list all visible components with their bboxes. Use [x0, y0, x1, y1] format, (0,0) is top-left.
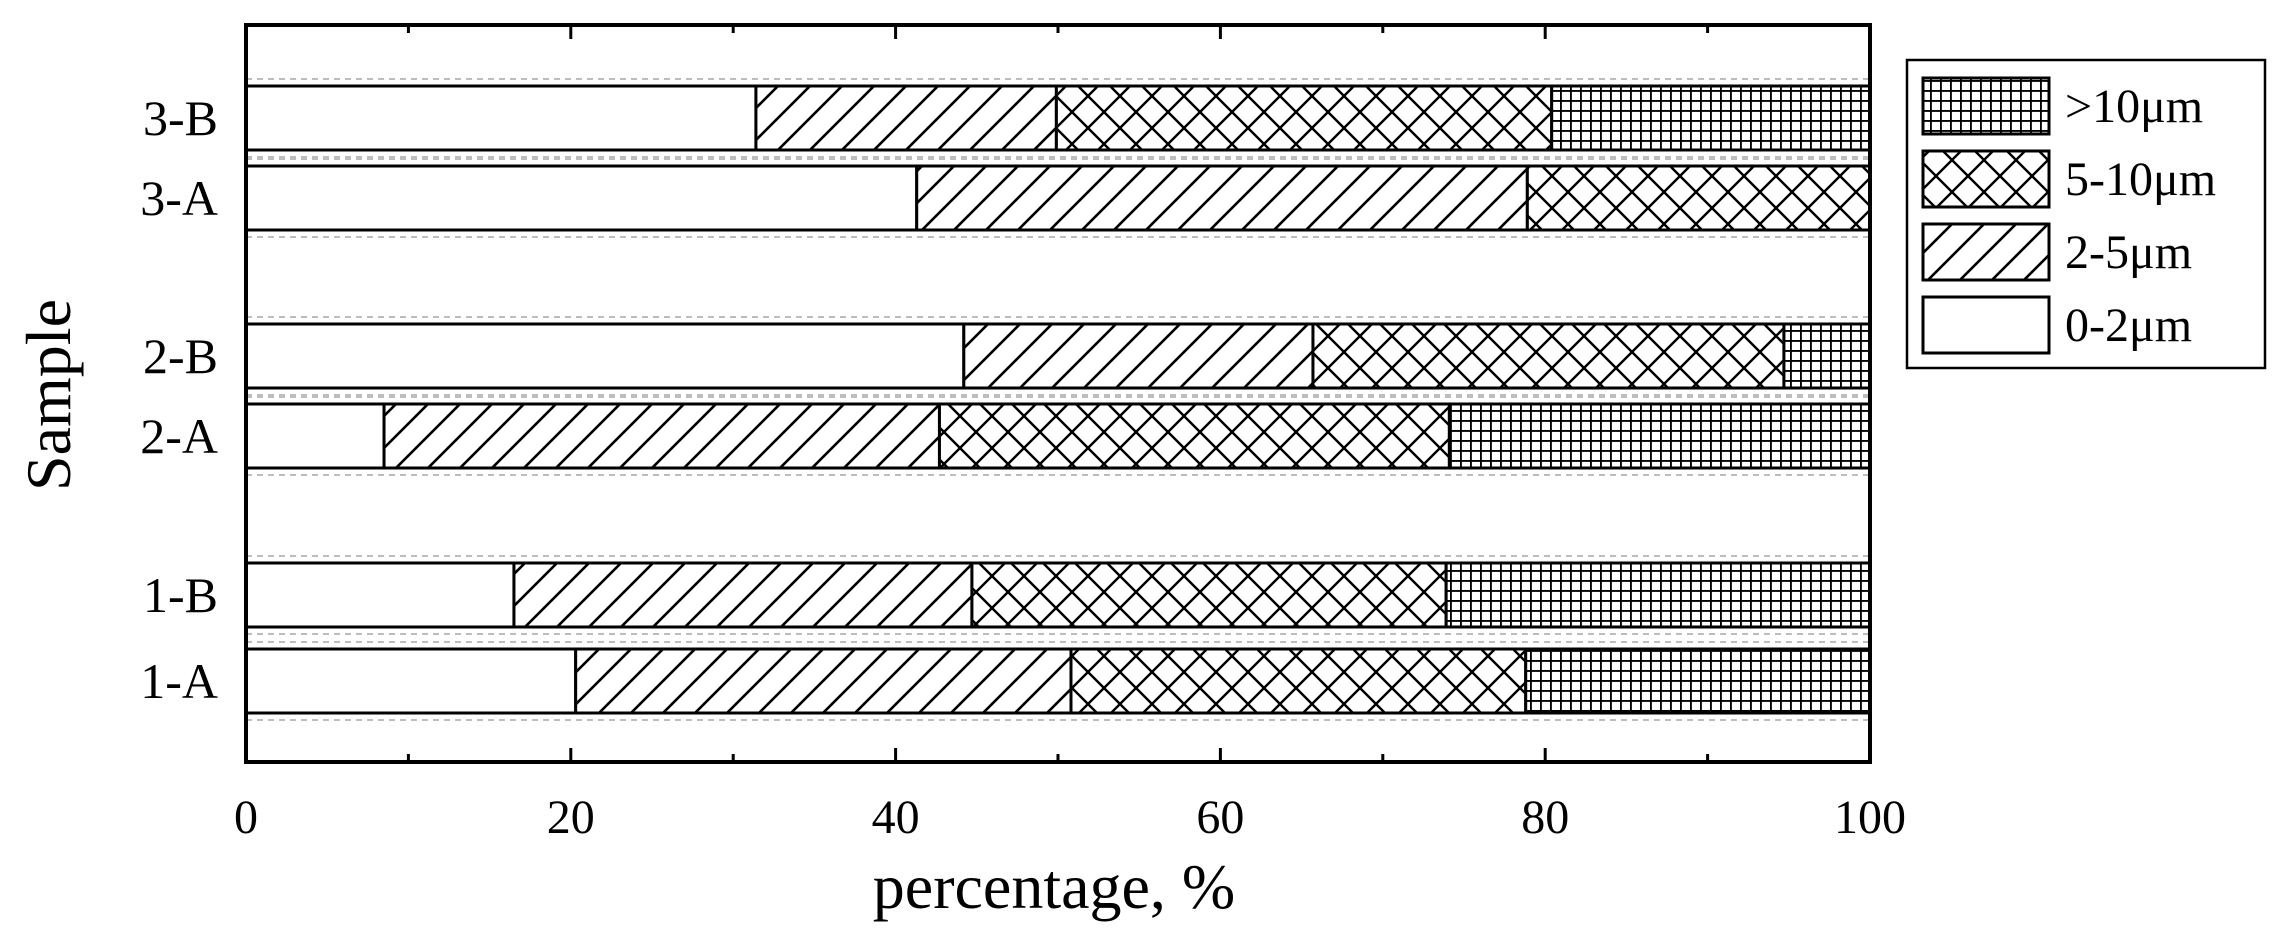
legend-swatch-cross-hatch — [1921, 149, 2051, 209]
bar-segment-1-A-cross-hatch — [1069, 647, 1528, 715]
y-tick-label: 3-A — [140, 170, 218, 226]
legend-label: 5-10μm — [2065, 153, 2216, 206]
bar-segment-2-A-empty — [244, 402, 386, 470]
bar-segment-1-A-diagonal-hatch — [574, 647, 1073, 715]
bar-segment-2-A-cross-hatch — [937, 402, 1451, 470]
y-tick-label: 3-B — [143, 90, 218, 146]
legend-label: 2-5μm — [2065, 226, 2192, 279]
y-tick-label: 2-B — [143, 328, 218, 384]
bar-segment-3-A-diagonal-hatch — [915, 164, 1529, 232]
axes-layer — [244, 23, 1872, 764]
bar-segment-3-B-empty — [244, 84, 758, 152]
x-tick-label: 80 — [1521, 791, 1569, 844]
bar-segment-2-A-grid — [1447, 402, 1872, 470]
x-tick-label: 40 — [872, 791, 920, 844]
y-tick-label: 1-B — [143, 567, 218, 623]
y-axis-title: Sample — [13, 299, 84, 491]
bar-segment-2-B-empty — [244, 322, 966, 390]
bar-segment-1-B-diagonal-hatch — [512, 561, 974, 629]
bar-segment-3-A-cross-hatch — [1525, 164, 1872, 232]
bar-segment-2-B-cross-hatch — [1311, 322, 1786, 390]
y-tick-label: 2-A — [140, 408, 218, 464]
bar-segment-1-B-grid — [1444, 561, 1872, 629]
legend-label: 0-2μm — [2065, 299, 2192, 352]
bars-layer — [244, 78, 1872, 721]
legend-swatch-empty — [1921, 295, 2051, 355]
x-tick-label: 0 — [234, 791, 258, 844]
bar-segment-2-A-diagonal-hatch — [382, 402, 941, 470]
bar-segment-3-B-cross-hatch — [1054, 84, 1554, 152]
x-axis-title: percentage, % — [873, 851, 1235, 922]
bar-segment-3-B-diagonal-hatch — [754, 84, 1058, 152]
bar-segment-1-B-empty — [244, 561, 516, 629]
legend: >10μm 5-10μm 2-5μm 0-2μm — [1905, 58, 2267, 370]
legend-swatch-grid — [1921, 76, 2051, 136]
x-tick-label: 100 — [1834, 791, 1906, 844]
bar-segment-3-B-grid — [1550, 84, 1872, 152]
bar-segment-1-B-cross-hatch — [970, 561, 1448, 629]
y-tick-label: 1-A — [140, 653, 218, 709]
bar-segment-1-A-empty — [244, 647, 578, 715]
legend-swatch-diagonal-hatch — [1921, 222, 2051, 282]
legend-label: >10μm — [2065, 80, 2203, 133]
bar-segment-1-A-grid — [1524, 647, 1872, 715]
x-tick-label: 60 — [1196, 791, 1244, 844]
bar-segment-2-B-diagonal-hatch — [962, 322, 1315, 390]
bar-segment-3-A-empty — [244, 164, 919, 232]
x-tick-label: 20 — [547, 791, 595, 844]
bar-segment-2-B-grid — [1782, 322, 1872, 390]
labels-layer: 1-A 1-B 2-A 2-B 3-A 3-B 0 20 40 60 80 100 — [140, 90, 1906, 844]
